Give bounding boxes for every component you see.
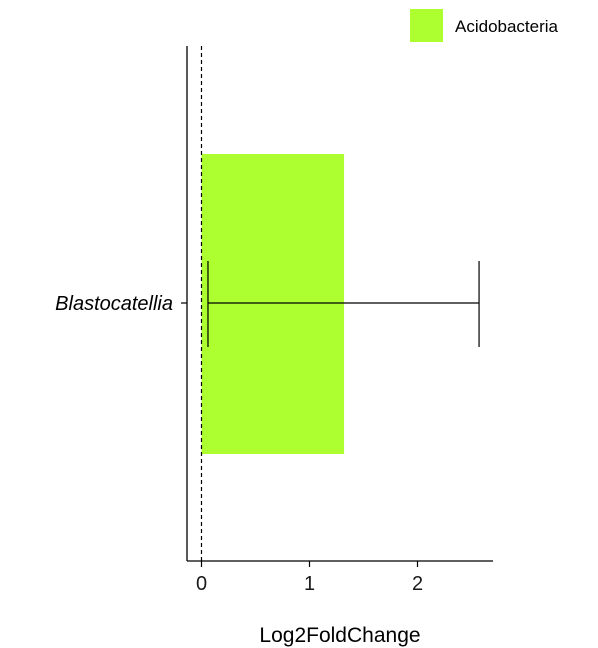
x-tick-label: 0 (196, 573, 207, 595)
legend-label: Acidobacteria (455, 17, 559, 36)
x-axis-title: Log2FoldChange (259, 624, 420, 647)
x-axis-ticks: 0 1 2 (196, 561, 423, 595)
legend: Acidobacteria (410, 9, 559, 42)
category-label: Blastocatellia (55, 293, 173, 315)
legend-swatch (410, 9, 443, 42)
bar (201, 154, 345, 454)
x-tick-label: 2 (412, 573, 423, 595)
plot-area (200, 46, 480, 561)
x-tick-label: 1 (304, 573, 315, 595)
